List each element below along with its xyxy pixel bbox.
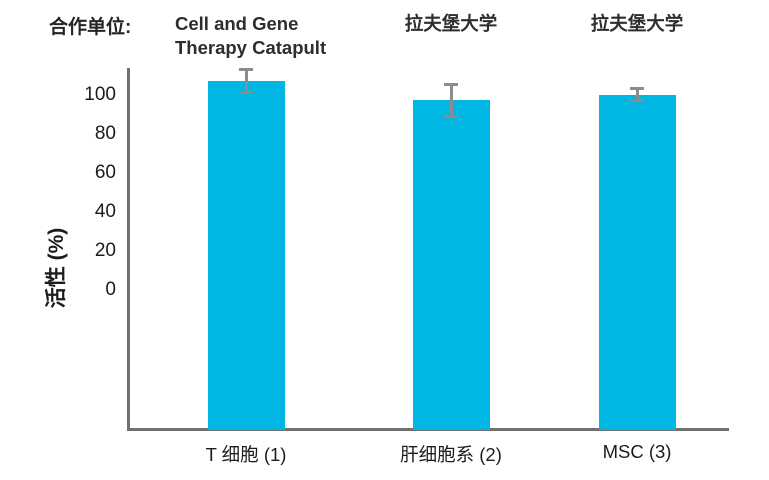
- y-tick-label: 80: [94, 122, 116, 144]
- partner-label: 拉夫堡大学: [404, 13, 498, 34]
- y-tick-label: 40: [94, 200, 116, 222]
- error-bar-cap-bottom: [630, 99, 644, 103]
- partner-row-label: 合作单位:: [49, 17, 132, 38]
- error-bar-cap-top: [444, 82, 458, 86]
- error-bar-stem: [244, 70, 248, 92]
- partner-label: Cell and Gene Therapy Catapult: [175, 13, 327, 58]
- error-bar-cap-bottom: [444, 115, 458, 118]
- error-bar-stem: [635, 88, 639, 101]
- x-axis-category-label: 肝细胞系 (2): [400, 444, 502, 465]
- bar-2: [412, 100, 490, 430]
- y-tick-label: 100: [84, 83, 116, 105]
- y-tick-label: 60: [94, 161, 116, 183]
- partner-label: 拉夫堡大学: [590, 13, 684, 34]
- error-bar-cap-bottom: [239, 90, 253, 94]
- x-axis-category-label: MSC (3): [602, 441, 672, 462]
- y-axis-line: [127, 68, 130, 431]
- error-bar-stem: [449, 84, 453, 116]
- x-axis-category-label: T 细胞 (1): [205, 444, 287, 465]
- error-bar-cap-top: [239, 68, 253, 72]
- bar-3: [598, 94, 676, 430]
- y-tick-label: 0: [105, 279, 116, 300]
- error-bar-cap-top: [630, 86, 644, 90]
- y-tick-label: 20: [94, 239, 116, 261]
- bar-1: [207, 80, 285, 430]
